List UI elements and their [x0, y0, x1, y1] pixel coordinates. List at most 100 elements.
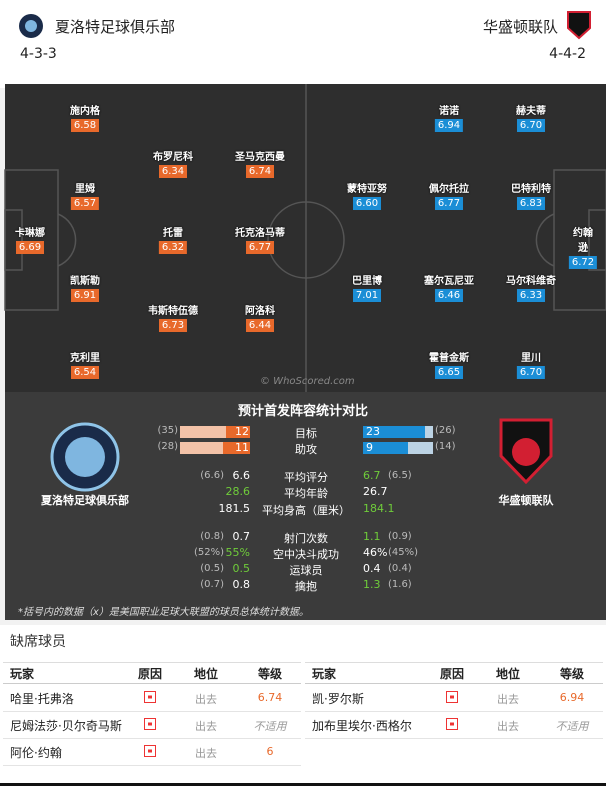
player-name: 托雷: [162, 228, 183, 239]
away-value: 0.4: [363, 562, 381, 575]
player-name: 约翰逊: [572, 228, 593, 254]
comparison-title: 预计首发阵容统计对比: [237, 404, 368, 419]
player-name: 阿伦·约翰: [10, 746, 62, 760]
column-header: 等级: [257, 667, 282, 681]
column-header: 原因: [137, 667, 162, 681]
footnote: *括号内的数据（x）是美国职业足球大联盟的球员总体统计数据。: [18, 607, 309, 618]
home-bar: [226, 426, 250, 438]
player-rating: 6.91: [70, 289, 100, 302]
away-value: 1.1: [363, 530, 381, 543]
player[interactable]: 托雷 6.32: [158, 224, 188, 254]
column-header: 等级: [559, 667, 584, 681]
player[interactable]: 圣马克西曼 6.74: [235, 148, 285, 178]
absent-row: [305, 685, 603, 712]
player-name: 韦斯特伍德: [148, 306, 198, 317]
status: 出去: [497, 693, 519, 706]
player[interactable]: 施内格 6.58: [70, 102, 100, 132]
player-name: 加布里埃尔·西格尔: [312, 719, 412, 733]
player[interactable]: 里川 6.70: [516, 349, 546, 379]
player-rating: 6.73: [158, 319, 188, 332]
player-name: 阿洛科: [245, 306, 275, 317]
league-value: (6.5): [388, 470, 412, 481]
rating: 6: [266, 745, 274, 758]
league-value: (0.8): [200, 531, 224, 542]
home-value: 12: [235, 425, 249, 438]
player-rating: 6.72: [568, 256, 598, 269]
home-value: 6.6: [232, 469, 251, 482]
player-name: 塞尔瓦尼亚: [424, 276, 474, 287]
stat-label: 射门次数: [284, 532, 328, 545]
player[interactable]: 霍普金斯 6.65: [429, 349, 469, 379]
home-team: 夏洛特足球俱乐部: [41, 494, 129, 507]
status: 出去: [497, 720, 519, 733]
player-rating: 6.65: [434, 366, 464, 379]
away-value: 9: [366, 441, 373, 454]
player[interactable]: 卡琳娜 6.69: [15, 224, 45, 254]
away-badge: [499, 418, 553, 484]
player[interactable]: 克利里 6.54: [70, 349, 100, 379]
away-formation: 4-4-2: [549, 46, 586, 62]
player-rating: 6.83: [516, 197, 546, 210]
player-name: 克利里: [70, 353, 100, 364]
pitch: [4, 84, 606, 392]
player-name: 马尔科维奇: [506, 276, 556, 287]
player-name: 赫夫蒂: [516, 106, 546, 117]
header-row: [3, 662, 301, 684]
away-value: 23: [366, 425, 380, 438]
player[interactable]: 赫夫蒂 6.70: [516, 102, 546, 132]
stat-label: 目标: [295, 427, 317, 440]
player-rating: 6.69: [15, 241, 45, 254]
away-bar: [363, 442, 408, 454]
player[interactable]: 马尔科维奇 6.33: [506, 272, 556, 302]
player[interactable]: 巴里博 7.01: [352, 272, 382, 302]
player-name: 凯斯勒: [70, 276, 100, 287]
player[interactable]: 约翰逊 6.72: [568, 224, 598, 269]
home-formation: 4-3-3: [20, 46, 57, 62]
player-rating: 6.77: [434, 197, 464, 210]
player[interactable]: 巴特利特 6.83: [511, 180, 551, 210]
player-rating: 6.44: [245, 319, 275, 332]
away-team: 华盛顿联队: [498, 494, 554, 507]
player[interactable]: 佩尔托拉 6.77: [429, 180, 469, 210]
column-header: 地位: [495, 667, 520, 681]
league-value: (35): [157, 425, 178, 436]
player-name: 巴特利特: [511, 184, 551, 195]
player-name: 霍普金斯: [429, 353, 469, 364]
stat-label: 助攻: [295, 443, 317, 456]
player[interactable]: 阿洛科 6.44: [245, 302, 275, 332]
player[interactable]: 诺诺 6.94: [434, 102, 464, 132]
player[interactable]: 凯斯勒 6.91: [70, 272, 100, 302]
status: 出去: [195, 747, 217, 760]
away-value: 26.7: [363, 485, 388, 498]
player[interactable]: 托克洛马蒂 6.77: [235, 224, 285, 254]
stat-label: 平均评分: [284, 471, 328, 484]
player-name: 布罗尼科: [153, 152, 193, 163]
league-value: (26): [435, 425, 456, 436]
home-bar: [222, 442, 250, 454]
away-logo: [567, 11, 591, 40]
player[interactable]: 塞尔瓦尼亚 6.46: [424, 272, 474, 302]
absent-row: [3, 685, 301, 712]
player-rating: 6.54: [70, 366, 100, 379]
away-bar: [363, 426, 425, 438]
player-name: 凯·罗尔斯: [312, 692, 364, 706]
player[interactable]: 里姆 6.57: [70, 180, 100, 210]
player-rating: 6.57: [70, 197, 100, 210]
player[interactable]: 韦斯特伍德 6.73: [148, 302, 198, 332]
column-header: 地位: [193, 667, 218, 681]
player-name: 卡琳娜: [15, 228, 45, 239]
player-name: 佩尔托拉: [429, 184, 469, 195]
player-rating: 6.74: [245, 165, 275, 178]
away-value: 46%: [363, 546, 388, 559]
home-value: 0.7: [232, 530, 251, 543]
player-rating: 6.94: [434, 119, 464, 132]
player-name: 里姆: [74, 184, 95, 195]
absent-title: 缺席球员: [10, 634, 66, 650]
player-rating: 6.77: [245, 241, 275, 254]
player[interactable]: 布罗尼科 6.34: [153, 148, 193, 178]
rating: 不适用: [555, 720, 589, 733]
away-value: 184.1: [363, 502, 395, 515]
injury-icon: [144, 718, 156, 730]
player[interactable]: 蒙特亚努 6.60: [347, 180, 387, 210]
